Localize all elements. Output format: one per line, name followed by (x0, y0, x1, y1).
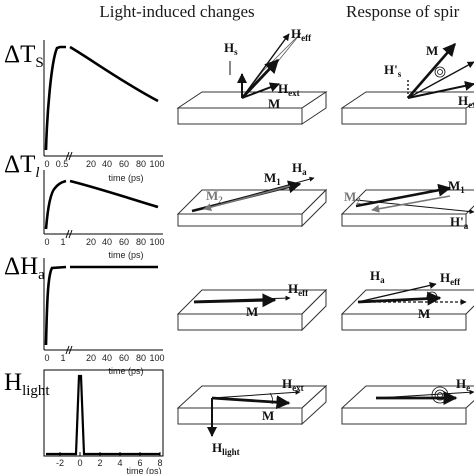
label-ha-right: Ha (370, 268, 385, 285)
tick-label: 40 (102, 237, 112, 247)
diagram-delta-ts: Hs Heff M Hext (176, 26, 328, 125)
row-h-light: Hlight -2 0 2 4 6 8 time (ps) He (4, 369, 474, 474)
hext-vector (211, 389, 301, 399)
diagram-response-light: He (340, 376, 474, 425)
x-axis-label: time (ps) (126, 466, 161, 474)
label-m1: M1 (264, 170, 281, 187)
header-light-induced-changes: Light-induced changes (99, 2, 254, 21)
diagram-delta-ha: Heff M (176, 281, 328, 332)
curve-delta-tl (44, 179, 67, 230)
curve-delta-tl-decay (69, 179, 159, 209)
tick-label: 1 (60, 237, 65, 247)
row-label-h-light: Hlight (4, 369, 50, 399)
tick-label: 60 (119, 237, 129, 247)
tick-label: 0.5 (56, 159, 69, 169)
label-heff: Heff (288, 281, 309, 298)
x-axis-label: time (ps) (108, 250, 143, 260)
row-delta-ts: ΔTS 0 0.5 20 40 60 80 100 time (ps) (4, 26, 474, 183)
label-ha: Ha (292, 160, 307, 177)
header-response-of-spin: Response of spir (346, 2, 460, 21)
label-heff-right: Heff (440, 270, 461, 287)
plot-delta-ha: 0 1 20 40 60 80 100 time (ps) (43, 258, 165, 376)
tick-label: 20 (86, 353, 96, 363)
x-axis-label: time (ps) (108, 366, 143, 376)
row-label-delta-ha: ΔHa (4, 253, 45, 283)
tick-label: 4 (117, 458, 122, 468)
diagram-h-light: Hext M Hlight (176, 376, 328, 457)
tick-label: -2 (56, 458, 64, 468)
diagram-response-tl: M1 M2 H'a (340, 178, 474, 231)
label-m-right: M (426, 43, 438, 58)
label-m: M (246, 304, 258, 319)
label-m: M (262, 408, 274, 423)
tick-label: 20 (86, 159, 96, 169)
label-m2: M2 (206, 188, 223, 205)
tick-label: 2 (97, 458, 102, 468)
diagram-response-ha: Ha Heff M (340, 268, 474, 331)
diagram-delta-tl: M1 Ha M2 (176, 160, 328, 228)
tick-label: 80 (136, 353, 146, 363)
x-axis-label: time (ps) (108, 173, 143, 183)
label-ha-prime: H'a (450, 214, 469, 231)
tick-label: 0 (44, 237, 49, 247)
tick-label: 0 (77, 458, 82, 468)
tick-label: 0 (44, 353, 49, 363)
curve-h-light (46, 374, 160, 456)
label-hlight: Hlight (212, 440, 240, 457)
tick-label: 0 (44, 159, 49, 169)
curve-delta-ts (44, 45, 66, 151)
tick-label: 100 (149, 237, 164, 247)
tick-label: 80 (136, 159, 146, 169)
plot-delta-ts: 0 0.5 20 40 60 80 100 time (ps) (43, 40, 165, 183)
m-vector (211, 395, 291, 410)
tick-label: 6 (137, 458, 142, 468)
tick-label: 8 (157, 458, 162, 468)
tick-label: 40 (102, 159, 112, 169)
tick-label: 100 (149, 159, 164, 169)
ha-vector (191, 176, 315, 212)
curve-delta-ha (44, 265, 67, 346)
hext-vector (241, 82, 280, 99)
plot-delta-tl: 0 1 20 40 60 80 100 time (ps) (43, 170, 165, 260)
tick-label: 1 (60, 353, 65, 363)
tick-label: 60 (119, 353, 129, 363)
row-delta-tl: ΔTl 0 1 20 40 60 80 100 time (ps) M1 Ha (4, 151, 474, 260)
label-m: M (268, 96, 280, 111)
row-label-delta-ts: ΔTS (4, 41, 44, 71)
plot-h-light: -2 0 2 4 6 8 time (ps) (43, 369, 164, 474)
m-vector (240, 58, 280, 99)
label-hext: Hext (278, 81, 300, 98)
label-hext-right: Hext (458, 93, 474, 110)
label-m-right: M (418, 306, 430, 321)
label-heff: Heff (291, 26, 312, 43)
curve-delta-ts-decay (69, 45, 159, 103)
label-hs: Hs (224, 40, 238, 57)
m-vector (193, 293, 277, 308)
label-hext-right: He (456, 376, 470, 393)
label-hs-prime: H's (384, 62, 402, 79)
label-m1-right: M1 (448, 178, 465, 195)
tick-label: 80 (136, 237, 146, 247)
tick-label: 100 (149, 353, 164, 363)
m2-vector (203, 185, 291, 212)
row-delta-ha: ΔHa 0 1 20 40 60 80 100 time (ps) Heff M (4, 253, 474, 376)
tick-label: 60 (119, 159, 129, 169)
diagram-response-ts: M H's Hext (340, 43, 474, 125)
tick-label: 20 (86, 237, 96, 247)
label-m2-right: M2 (344, 189, 361, 206)
label-hext: Hext (282, 376, 304, 393)
row-label-delta-tl: ΔTl (4, 151, 40, 181)
tick-label: 40 (102, 353, 112, 363)
